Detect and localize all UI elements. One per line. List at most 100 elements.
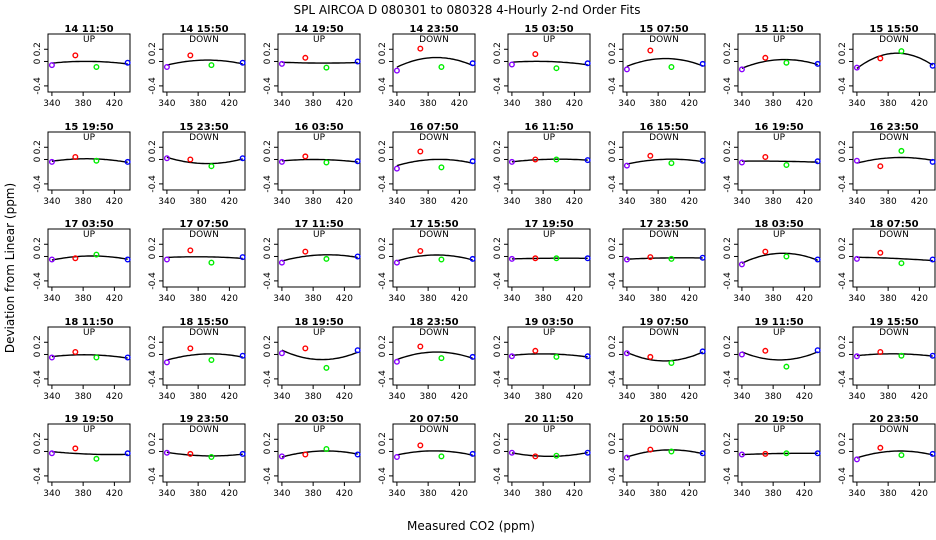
y-tick-label: -0.4 <box>723 370 733 388</box>
panel-direction: UP <box>543 35 556 45</box>
y-tick-label: 0 <box>33 253 43 259</box>
data-point <box>72 349 79 356</box>
data-point <box>438 453 445 460</box>
y-tick-label: 0 <box>148 351 158 357</box>
data-point <box>783 450 790 457</box>
y-tick-label: -0.4 <box>263 77 273 95</box>
panel-title: 18 19:50 <box>294 317 343 328</box>
data-point <box>469 60 476 67</box>
x-tick-label: 380 <box>190 489 207 499</box>
y-tick-label: -0.4 <box>493 175 503 193</box>
data-point <box>762 347 769 354</box>
data-point <box>898 48 905 55</box>
panel-direction: DOWN <box>189 328 219 338</box>
y-tick-label: 0.2 <box>263 335 273 349</box>
x-tick-label: 340 <box>43 294 60 304</box>
x-tick-label: 340 <box>618 99 635 109</box>
data-point <box>187 52 194 59</box>
data-point <box>584 449 591 456</box>
x-tick-label: 380 <box>75 99 92 109</box>
y-tick-label: 0.2 <box>838 237 848 251</box>
panel-direction: UP <box>313 133 326 143</box>
data-point <box>278 453 285 460</box>
x-axis-label: Measured CO2 (ppm) <box>407 519 535 533</box>
panel-direction: DOWN <box>419 425 449 435</box>
fit-curve <box>511 60 588 66</box>
data-point <box>163 256 170 263</box>
y-tick-label: 0 <box>723 351 733 357</box>
data-point <box>93 251 100 258</box>
data-point <box>877 249 884 256</box>
fit-curve <box>511 353 588 358</box>
y-tick-label: 0 <box>148 448 158 454</box>
y-tick-label: -0.4 <box>263 272 273 290</box>
data-point <box>814 256 821 263</box>
y-tick-label: 0.2 <box>148 42 158 56</box>
data-point <box>783 161 790 168</box>
panel-direction: DOWN <box>189 133 219 143</box>
data-point <box>302 451 309 458</box>
y-tick-label: 0 <box>838 58 848 64</box>
x-tick-label: 420 <box>451 489 468 499</box>
y-tick-label: 0.2 <box>378 42 388 56</box>
data-point <box>72 52 79 59</box>
y-tick-label: -0.4 <box>838 272 848 290</box>
x-tick-label: 340 <box>273 294 290 304</box>
y-tick-label: 0 <box>378 156 388 162</box>
data-point <box>647 353 654 360</box>
x-tick-label: 420 <box>106 99 123 109</box>
y-tick-label: -0.4 <box>493 77 503 95</box>
x-tick-label: 340 <box>388 489 405 499</box>
data-point <box>853 456 860 463</box>
fit-curve <box>396 450 473 456</box>
y-tick-label: 0 <box>33 448 43 454</box>
panel-direction: DOWN <box>649 133 679 143</box>
x-tick-label: 380 <box>880 392 897 402</box>
data-point <box>93 354 100 361</box>
y-tick-label: 0.2 <box>378 140 388 154</box>
panel-title: 14 11:50 <box>64 24 113 35</box>
panel-title: 20 07:50 <box>409 414 458 425</box>
panel-direction: UP <box>313 35 326 45</box>
data-point <box>814 347 821 354</box>
y-tick-label: 0 <box>378 253 388 259</box>
data-point <box>647 47 654 54</box>
data-point <box>278 158 285 165</box>
data-point <box>469 353 476 360</box>
y-tick-label: 0 <box>608 156 618 162</box>
data-point <box>93 455 100 462</box>
fit-curve <box>281 158 358 163</box>
data-point <box>48 256 55 263</box>
data-point <box>393 358 400 365</box>
panel-title: 16 07:50 <box>409 122 458 133</box>
x-tick-label: 380 <box>305 294 322 304</box>
y-tick-label: -0.4 <box>148 175 158 193</box>
panel-title: 16 11:50 <box>524 122 573 133</box>
x-tick-label: 420 <box>566 392 583 402</box>
y-tick-label: 0.2 <box>148 432 158 446</box>
y-tick-label: 0.2 <box>838 42 848 56</box>
data-point <box>417 45 424 52</box>
data-point <box>877 444 884 451</box>
data-point <box>72 154 79 161</box>
panel-title: 20 19:50 <box>754 414 803 425</box>
data-point <box>699 254 706 261</box>
data-point <box>668 63 675 70</box>
x-tick-label: 380 <box>765 294 782 304</box>
x-tick-label: 380 <box>420 197 437 207</box>
fit-curve <box>281 254 358 262</box>
x-tick-label: 380 <box>535 197 552 207</box>
data-point <box>699 450 706 457</box>
fit-curve <box>51 353 128 359</box>
x-tick-label: 420 <box>221 99 238 109</box>
y-tick-label: 0.2 <box>33 42 43 56</box>
x-tick-label: 340 <box>733 489 750 499</box>
y-tick-label: 0.2 <box>263 237 273 251</box>
x-tick-label: 340 <box>503 392 520 402</box>
x-tick-label: 380 <box>765 489 782 499</box>
